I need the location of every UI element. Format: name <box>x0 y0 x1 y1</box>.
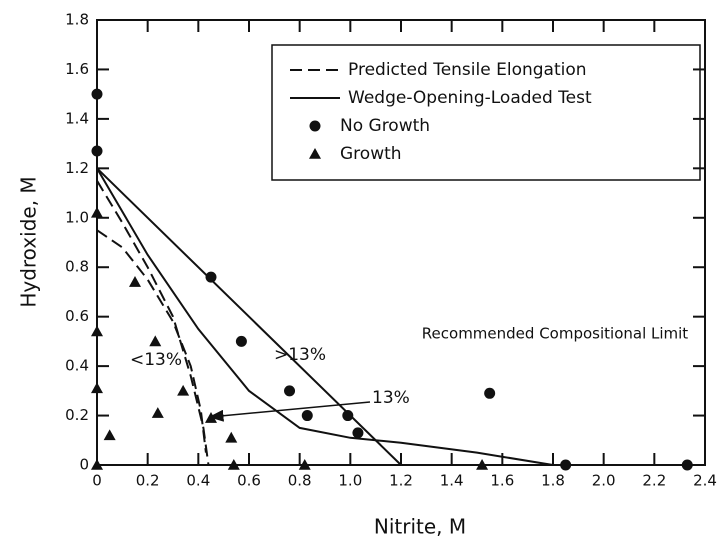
legend-swatch <box>309 120 321 132</box>
point <box>342 410 354 422</box>
y-tick-label: 1.0 <box>65 208 89 226</box>
point <box>91 145 103 157</box>
x-tick-label: 1.0 <box>338 472 362 490</box>
x-axis-label: Nitrite, M <box>374 515 466 539</box>
point <box>103 429 116 441</box>
x-tick-label: 0.2 <box>136 472 160 490</box>
line <box>96 167 402 466</box>
point <box>177 384 190 396</box>
line <box>96 180 210 466</box>
annotation: >13% <box>274 345 326 365</box>
y-tick-label: 0.6 <box>65 307 89 325</box>
x-tick-label: 0 <box>92 472 102 490</box>
x-tick-label: 2.2 <box>642 472 666 490</box>
x-tick-label: 2.0 <box>592 472 616 490</box>
point <box>560 459 572 471</box>
point <box>205 271 217 283</box>
x-tick-label: 2.4 <box>693 472 717 490</box>
point <box>227 459 240 470</box>
line <box>96 229 207 453</box>
point <box>91 325 103 337</box>
annotation: 13% <box>372 388 410 408</box>
legend-label: Wedge-Opening-Loaded Test <box>348 88 592 108</box>
x-tick-label: 0.6 <box>237 472 261 490</box>
x-tick-label: 1.8 <box>541 472 565 490</box>
legend-label: Growth <box>340 144 402 164</box>
point <box>205 412 217 423</box>
annotation: Recommended Compositional Limit <box>422 325 689 343</box>
x-tick-label: 1.6 <box>490 472 514 490</box>
point <box>151 407 164 418</box>
point <box>301 410 313 422</box>
point <box>91 459 103 470</box>
legend-box <box>271 44 701 181</box>
y-axis-label: Hydroxide, M <box>17 176 41 307</box>
point <box>298 459 311 470</box>
point <box>91 206 103 218</box>
y-tick-label: 0.4 <box>65 357 89 375</box>
x-tick-label: 1.4 <box>440 472 464 490</box>
y-tick-label: 0.8 <box>65 258 89 276</box>
legend-label: Predicted Tensile Elongation <box>348 60 587 80</box>
y-tick-label: 1.2 <box>65 159 89 177</box>
x-tick-label: 0.4 <box>186 472 210 490</box>
y-tick-label: 1.6 <box>65 60 89 78</box>
point <box>91 88 103 100</box>
point <box>149 335 162 347</box>
point <box>352 427 364 439</box>
point <box>484 387 496 399</box>
legend-label: No Growth <box>340 116 430 136</box>
annotation-arrow <box>208 401 371 422</box>
point <box>235 335 247 347</box>
y-tick-label: 0.2 <box>65 406 89 424</box>
y-tick-label: 1.4 <box>65 109 89 127</box>
point <box>681 459 693 471</box>
x-tick-label: 0.8 <box>288 472 312 490</box>
annotation: <13% <box>130 350 182 370</box>
x-tick-label: 1.2 <box>389 472 413 490</box>
line <box>96 167 554 466</box>
point <box>129 276 141 287</box>
point <box>284 385 296 397</box>
point <box>225 431 238 443</box>
point <box>91 382 103 394</box>
y-tick-label: 1.8 <box>65 11 89 29</box>
legend-swatch <box>309 148 321 159</box>
y-tick-label: 0 <box>79 456 89 474</box>
point <box>476 459 489 470</box>
